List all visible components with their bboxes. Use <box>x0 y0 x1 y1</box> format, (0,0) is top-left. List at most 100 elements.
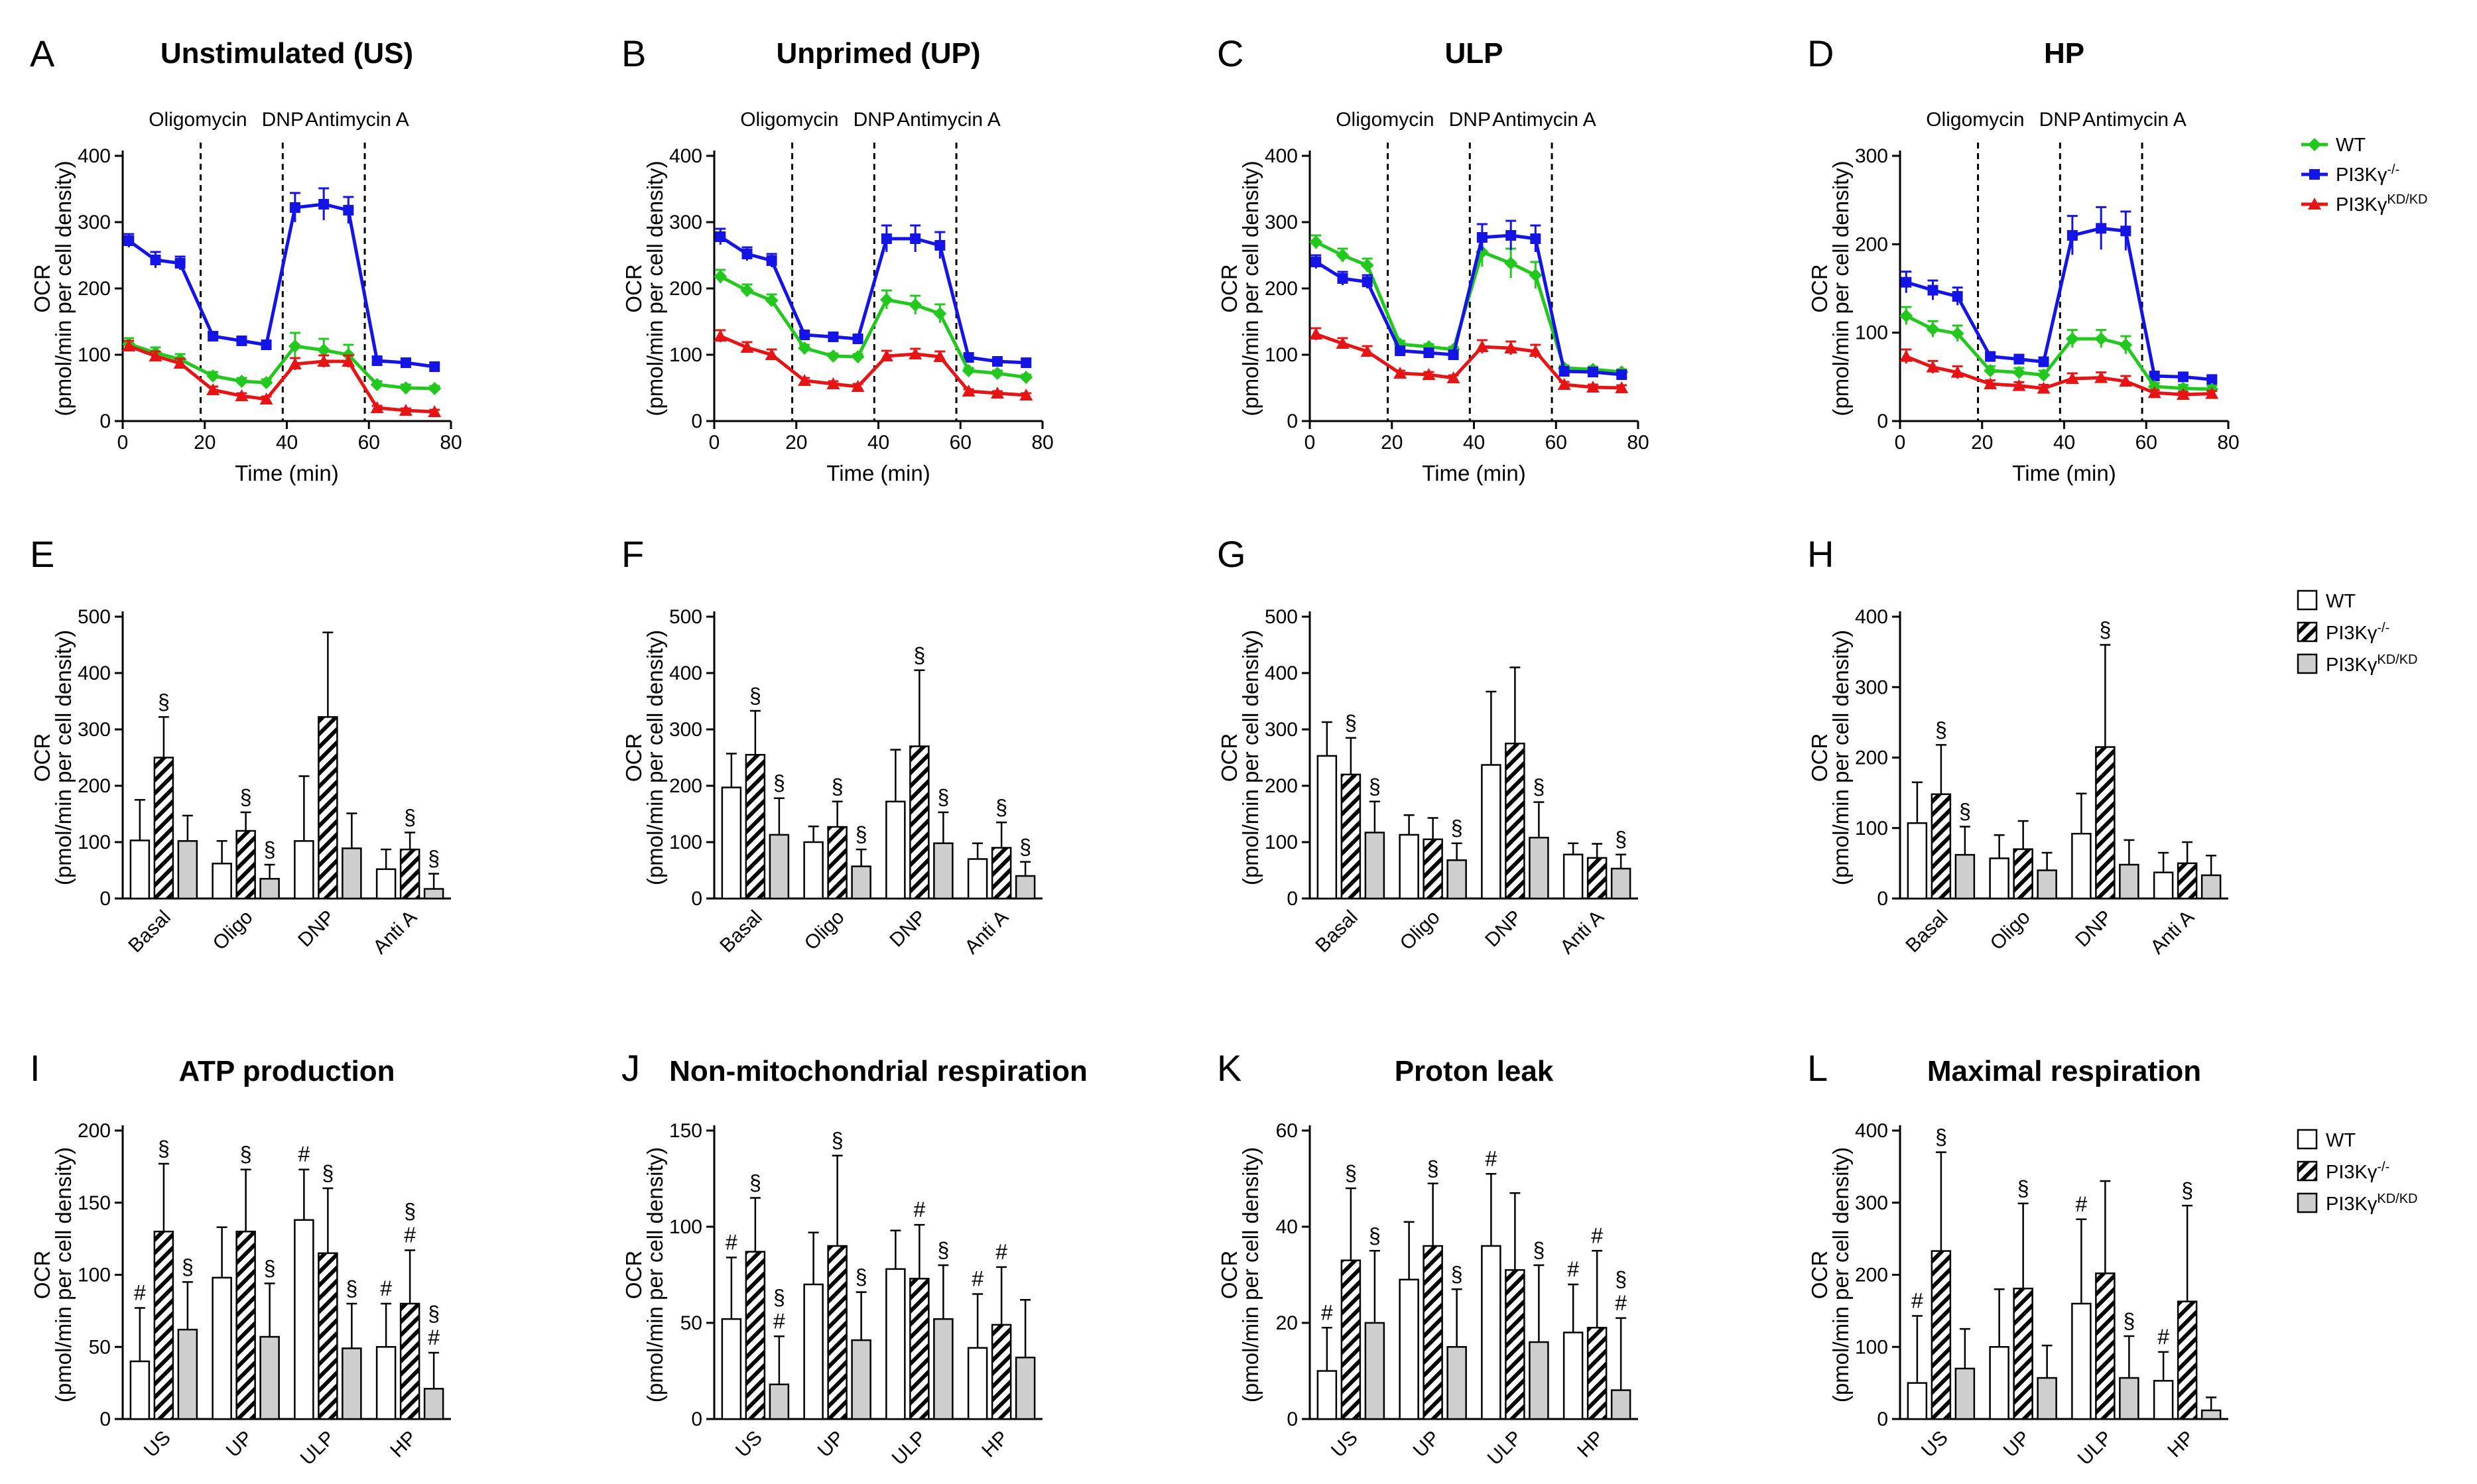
y-tick-label: 400 <box>78 662 111 684</box>
y-tick-label: 100 <box>1855 322 1888 344</box>
data-point <box>1615 381 1629 393</box>
bar <box>342 1347 362 1420</box>
bar <box>909 1278 930 1420</box>
x-tick-label: 60 <box>1545 432 1567 454</box>
line-legend: WT PI3Kγ-/- PI3KγKD/KD <box>2301 135 2428 216</box>
data-point <box>288 340 302 353</box>
legend-swatch <box>2297 621 2318 643</box>
bar <box>129 839 151 900</box>
bar <box>803 1283 824 1420</box>
significance-mark: § <box>182 1255 194 1278</box>
data-point <box>851 350 865 363</box>
x-category-label: Oligo <box>800 906 849 955</box>
legend-label: PI3KγKD/KD <box>2326 1192 2418 1215</box>
bar <box>1423 1245 1443 1420</box>
y-axis-subtitle: (pmol/min per cell density) <box>643 1147 667 1402</box>
bar <box>721 786 742 900</box>
y-axis-title: OCR <box>30 1251 54 1299</box>
bar <box>294 1219 314 1420</box>
bar <box>1529 1341 1549 1420</box>
x-axis-title: Time (min) <box>1422 461 1525 485</box>
data-point <box>1529 269 1543 282</box>
data-point <box>851 380 865 392</box>
y-tick-label: 300 <box>78 212 111 233</box>
bar <box>1399 834 1419 900</box>
data-point <box>400 357 411 368</box>
legend-swatch <box>2297 589 2318 611</box>
x-category-label: Basal <box>716 906 766 957</box>
data-point <box>1475 340 1489 352</box>
data-point <box>1395 345 1406 356</box>
bar <box>1505 1269 1525 1420</box>
bar <box>177 1328 198 1420</box>
data-point <box>962 385 976 397</box>
panel-letter: D <box>1807 32 1834 74</box>
data-point <box>1505 230 1517 241</box>
data-point <box>342 355 355 367</box>
data-point <box>2065 332 2079 345</box>
significance-mark: # <box>1567 1257 1579 1281</box>
bar <box>399 848 420 900</box>
bar <box>212 1276 232 1420</box>
x-category-label: HP <box>2163 1427 2198 1462</box>
y-tick-label: 500 <box>669 606 702 628</box>
data-point <box>2120 225 2131 237</box>
bar <box>2037 1377 2057 1420</box>
y-tick-label: 100 <box>1265 832 1298 853</box>
panel-title: Non-mitochondrial respiration <box>669 1055 1088 1087</box>
data-point <box>1362 277 1373 287</box>
y-tick-label: 100 <box>78 344 111 366</box>
data-point <box>2096 223 2107 234</box>
legend-label: WT <box>2326 1130 2356 1151</box>
data-point <box>370 378 384 391</box>
data-point <box>1557 378 1571 390</box>
data-point <box>1530 233 1541 244</box>
panel-J: J Non-mitochondrial respiration 0 50 100 150 O… <box>621 1047 1088 1469</box>
data-point <box>1950 365 1964 378</box>
data-point <box>963 352 974 363</box>
x-category-label: Oligo <box>209 906 257 955</box>
bar <box>212 863 232 900</box>
data-point <box>2012 365 2026 379</box>
legend-marker <box>2308 138 2321 151</box>
y-axis-subtitle: (pmol/min per cell density) <box>643 160 667 416</box>
x-category-label: ULP <box>888 1427 931 1470</box>
x-category-label: US <box>1917 1427 1952 1462</box>
data-point <box>1899 349 1913 362</box>
data-point <box>150 255 161 265</box>
x-axis-title: Time (min) <box>2012 461 2116 485</box>
significance-mark: § <box>832 1129 844 1152</box>
bar <box>1481 764 1501 900</box>
significance-mark: § <box>856 822 867 846</box>
panel-E: E 0 100 200 300 400 500 OCR(pmol/min per cell d… <box>30 533 451 958</box>
data-point <box>2149 371 2160 381</box>
data-point <box>1504 341 1518 353</box>
significance-mark: § <box>404 1200 416 1223</box>
bar <box>827 1245 848 1420</box>
panel-F: F 0 100 200 300 400 500 OCR(pmol/min per cell d… <box>621 533 1043 958</box>
bar <box>1399 1278 1419 1420</box>
data-point <box>206 369 220 383</box>
y-tick-label: 500 <box>1265 606 1298 628</box>
data-point <box>289 202 300 213</box>
y-tick-label: 40 <box>1276 1216 1298 1238</box>
x-tick-label: 0 <box>709 432 720 454</box>
bar <box>1015 1356 1036 1420</box>
data-point <box>1309 328 1323 340</box>
y-tick-label: 100 <box>1265 344 1298 366</box>
significance-mark: § <box>937 1238 949 1262</box>
bar <box>851 865 871 900</box>
data-point <box>828 332 839 342</box>
x-category-label: Oligo <box>1986 906 2035 955</box>
y-tick-label: 100 <box>669 1216 702 1238</box>
y-axis-subtitle: (pmol/min per cell density) <box>1238 630 1263 885</box>
significance-mark: § <box>749 684 761 708</box>
data-point <box>122 340 136 351</box>
data-point <box>1529 345 1543 357</box>
data-point <box>798 374 812 386</box>
data-point <box>1950 327 1964 340</box>
data-point <box>1423 347 1434 358</box>
bar <box>1586 1327 1608 1420</box>
bar <box>259 878 280 900</box>
significance-mark: # <box>380 1276 392 1300</box>
